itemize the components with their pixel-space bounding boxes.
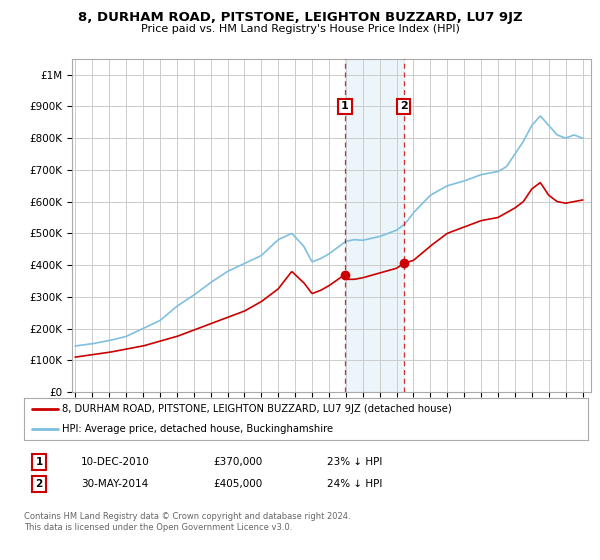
Text: £370,000: £370,000 — [213, 457, 262, 467]
Text: 30-MAY-2014: 30-MAY-2014 — [81, 479, 148, 489]
Bar — [345, 59, 404, 392]
Text: 24% ↓ HPI: 24% ↓ HPI — [327, 479, 382, 489]
Text: HPI: Average price, detached house, Buckinghamshire: HPI: Average price, detached house, Buck… — [62, 424, 334, 433]
Text: 10-DEC-2010: 10-DEC-2010 — [81, 457, 150, 467]
Text: 1: 1 — [341, 101, 349, 111]
Text: 23% ↓ HPI: 23% ↓ HPI — [327, 457, 382, 467]
Text: £405,000: £405,000 — [213, 479, 262, 489]
Text: Price paid vs. HM Land Registry's House Price Index (HPI): Price paid vs. HM Land Registry's House … — [140, 24, 460, 34]
Text: 1: 1 — [35, 457, 43, 467]
Text: 8, DURHAM ROAD, PITSTONE, LEIGHTON BUZZARD, LU7 9JZ (detached house): 8, DURHAM ROAD, PITSTONE, LEIGHTON BUZZA… — [62, 404, 452, 413]
Text: 8, DURHAM ROAD, PITSTONE, LEIGHTON BUZZARD, LU7 9JZ: 8, DURHAM ROAD, PITSTONE, LEIGHTON BUZZA… — [77, 11, 523, 24]
Text: 2: 2 — [400, 101, 407, 111]
Text: 2: 2 — [35, 479, 43, 489]
Text: Contains HM Land Registry data © Crown copyright and database right 2024.
This d: Contains HM Land Registry data © Crown c… — [24, 512, 350, 532]
